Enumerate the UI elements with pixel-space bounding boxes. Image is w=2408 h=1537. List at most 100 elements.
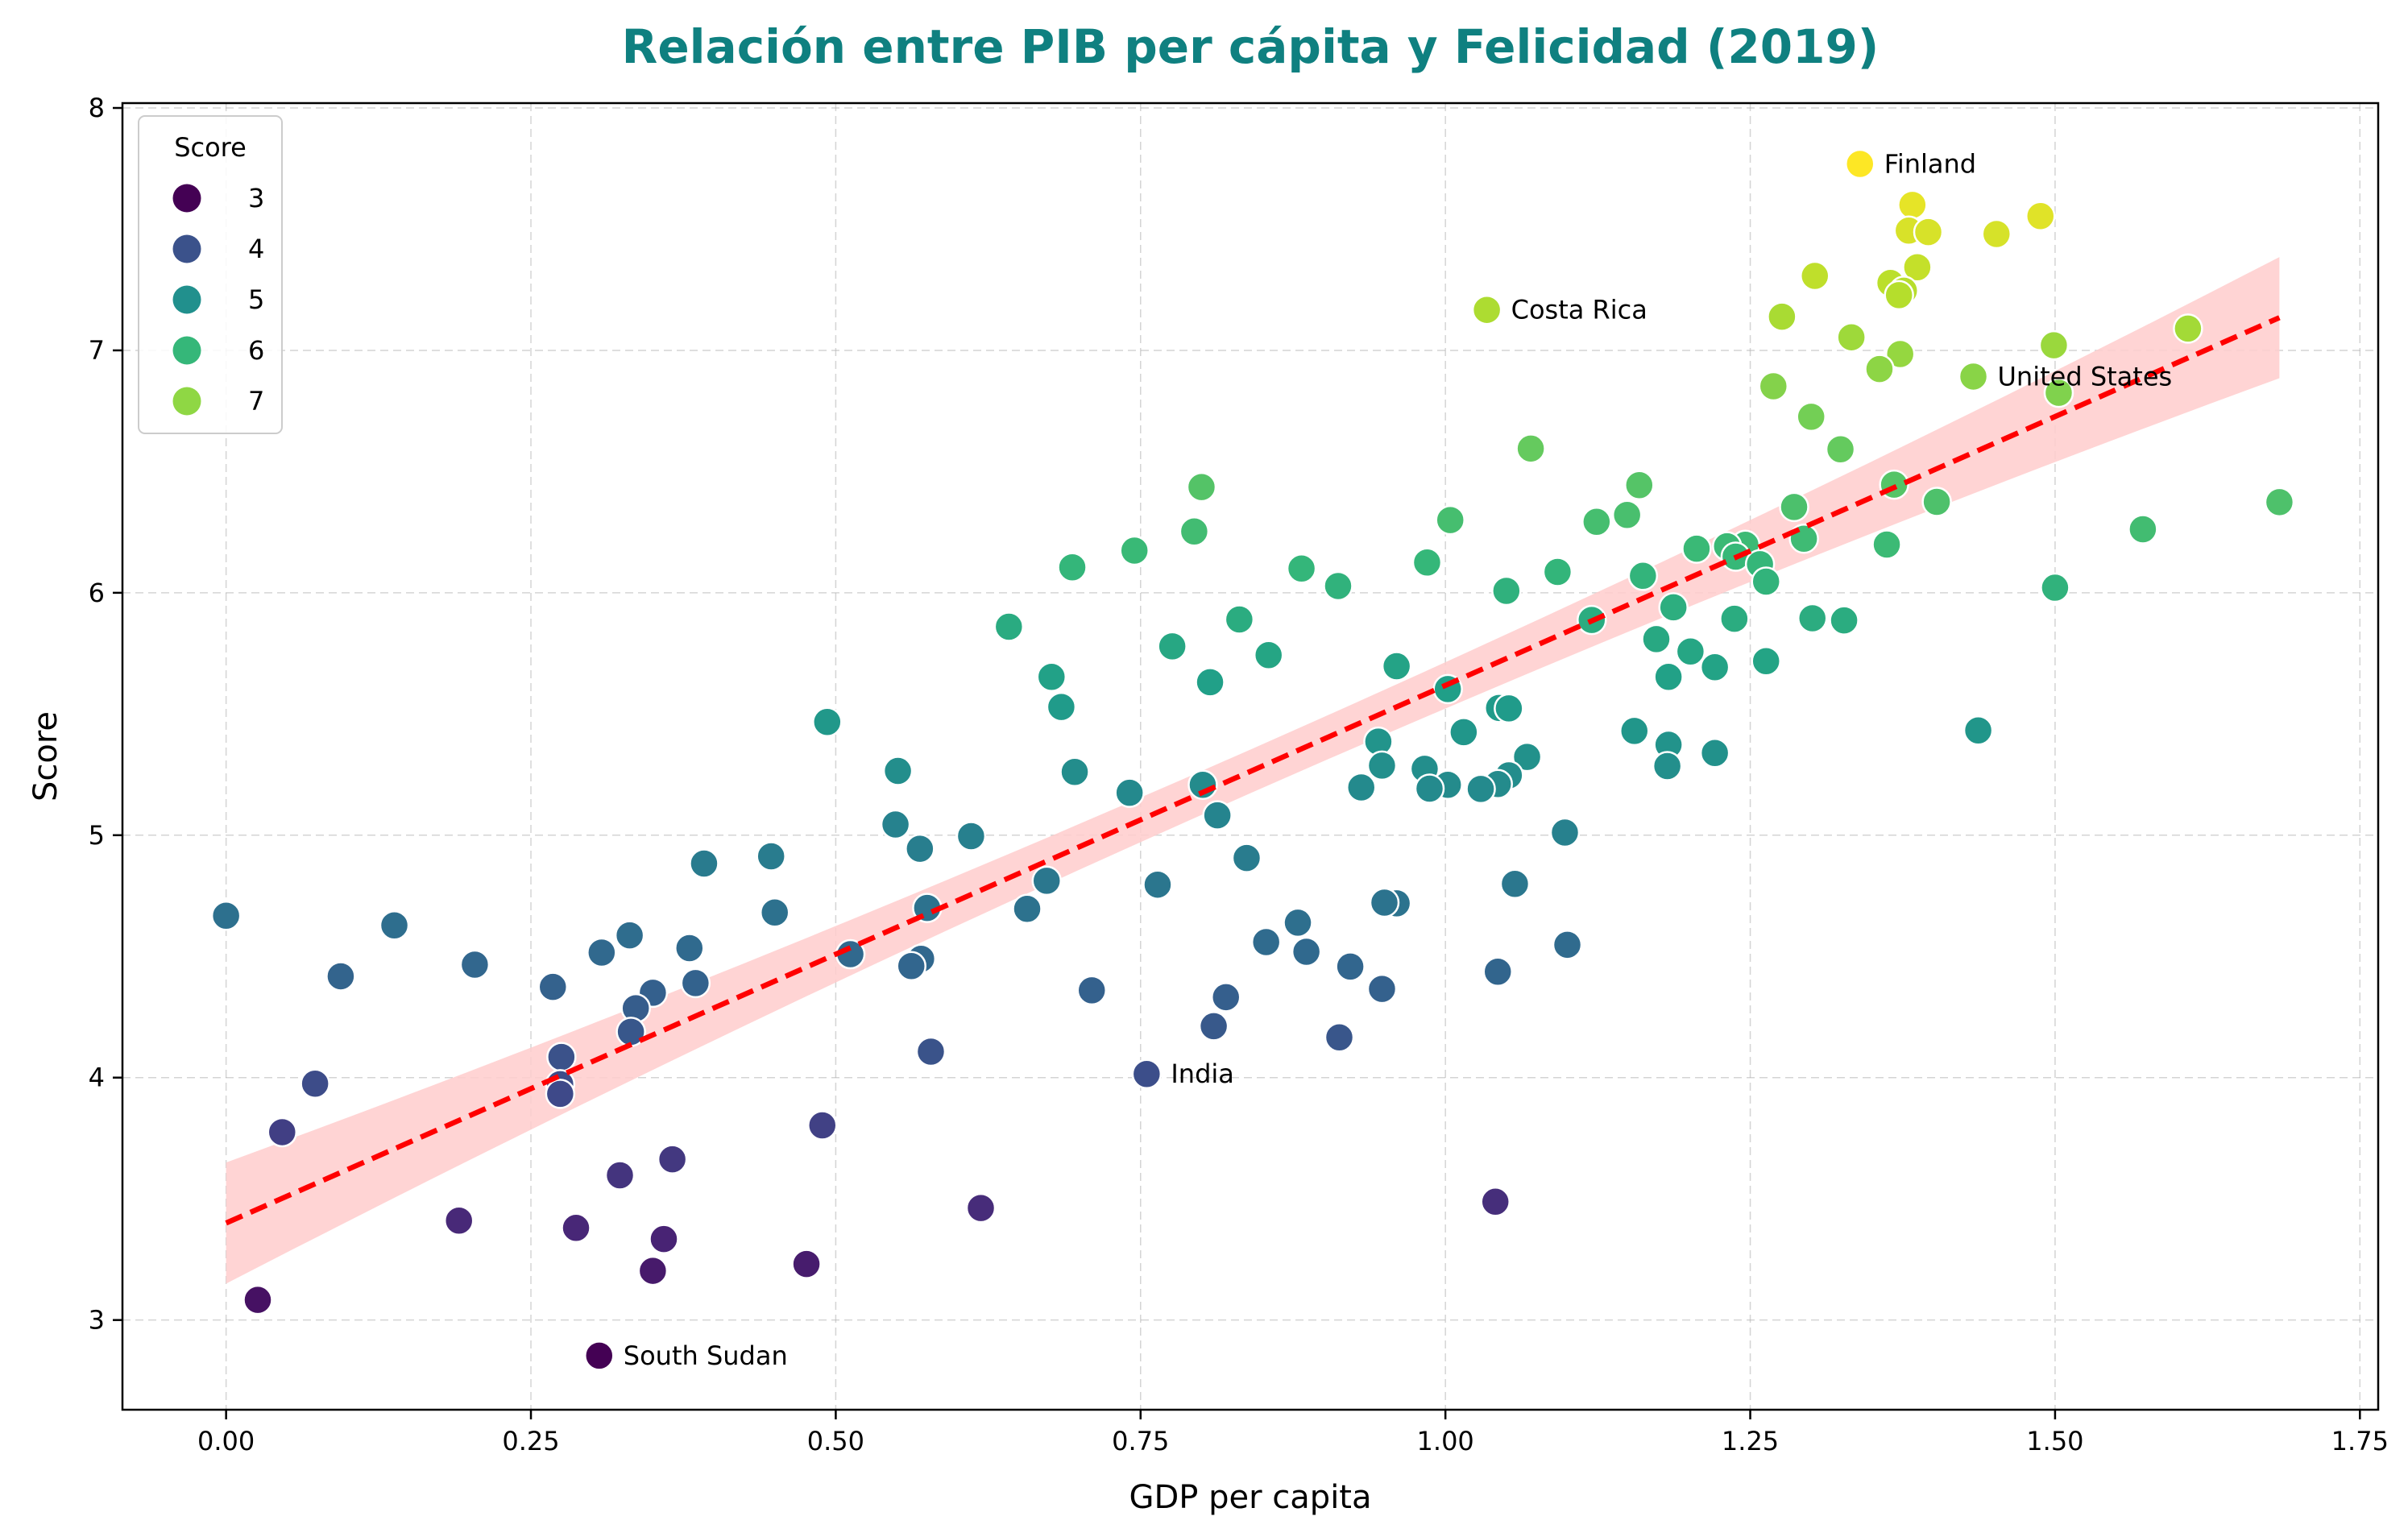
data-point [210, 900, 242, 931]
data-point [1224, 604, 1255, 635]
legend: Score 3 4 5 6 7 [138, 115, 283, 434]
data-point [1031, 865, 1062, 897]
data-point [537, 972, 569, 1002]
legend-marker [172, 387, 201, 416]
data-point [759, 897, 790, 928]
x-tick-label: 0.50 [807, 1426, 864, 1456]
data-point [1800, 260, 1830, 292]
data-point [1142, 869, 1173, 900]
data-point [1369, 887, 1400, 918]
data-point [2173, 313, 2203, 344]
x-tick-label: 1.25 [1722, 1426, 1779, 1456]
data-point [649, 1224, 679, 1254]
data-point [1884, 280, 1914, 311]
data-point [1195, 667, 1225, 698]
x-tick-label: 0.75 [1112, 1426, 1169, 1456]
data-point [1057, 552, 1088, 583]
y-tick-label: 8 [89, 93, 105, 123]
x-tick-label: 1.00 [1417, 1426, 1474, 1456]
data-point [1864, 354, 1895, 384]
data-point [1653, 661, 1684, 693]
data-point [1482, 956, 1513, 987]
data-point [1829, 605, 1859, 636]
x-tick-label: 1.50 [2026, 1426, 2083, 1456]
data-point [1323, 570, 1353, 602]
data-point [1480, 1187, 1511, 1217]
data-point [379, 909, 410, 941]
data-point [1511, 741, 1543, 773]
x-tick-label: 0.25 [502, 1426, 559, 1456]
data-point [1076, 975, 1107, 1006]
data-point [1465, 773, 1496, 805]
data-point [1897, 189, 1928, 221]
legend-label: 6 [248, 335, 264, 366]
data-point [1202, 800, 1233, 831]
data-point [2264, 487, 2295, 518]
data-point [1366, 750, 1398, 781]
data-point [1658, 592, 1689, 623]
data-point [965, 1192, 997, 1224]
data-point [756, 841, 786, 872]
y-axis-title: Score [27, 711, 64, 802]
legend-marker [172, 336, 201, 365]
data-point [2043, 377, 2074, 408]
data-point [1921, 487, 1952, 517]
data-point [1515, 433, 1546, 464]
data-point [546, 1042, 577, 1072]
regression-line-group [225, 315, 2281, 1226]
legend-marker [172, 234, 201, 263]
data-point [1611, 499, 1643, 531]
data-point [689, 848, 719, 879]
data-point [614, 920, 645, 951]
data-point [325, 961, 356, 992]
data-point [1758, 371, 1789, 402]
data-point [1324, 1022, 1355, 1053]
x-axis-title: GDP per capita [1129, 1479, 1372, 1516]
regression-line [225, 315, 2281, 1226]
legend-label: 4 [248, 234, 264, 264]
data-point [1627, 561, 1659, 591]
x-tick-label: 0.00 [197, 1426, 255, 1456]
data-point [993, 611, 1025, 642]
data-point [1291, 936, 1322, 967]
data-point [1699, 738, 1730, 768]
data-point [2040, 572, 2070, 603]
data-point [1796, 401, 1826, 433]
legend-marker [172, 184, 201, 213]
data-point [1552, 930, 1583, 960]
data-point [584, 1340, 615, 1371]
plot-frame [121, 102, 2380, 1411]
data-point [880, 809, 911, 840]
data-point [1036, 661, 1067, 693]
data-point [1345, 772, 1377, 803]
data-point [1981, 218, 2012, 250]
data-point [459, 949, 491, 980]
data-point [915, 1036, 947, 1067]
point-annotation: United States [1998, 361, 2173, 392]
data-point [1198, 1011, 1229, 1042]
data-point [1381, 651, 1412, 682]
data-point [1366, 973, 1398, 1005]
data-point [1779, 491, 1809, 523]
data-point [882, 756, 914, 786]
data-point [1913, 217, 1944, 247]
grid [122, 103, 2378, 1410]
data-point [1542, 557, 1573, 587]
data-point [1250, 926, 1282, 958]
data-point [657, 1144, 688, 1174]
data-point [1283, 907, 1313, 938]
data-point [1767, 301, 1797, 332]
data-point [1059, 756, 1090, 788]
data-point [1046, 691, 1077, 723]
data-point [561, 1212, 591, 1244]
data-points [210, 148, 2295, 1371]
legend-label: 7 [248, 386, 264, 416]
data-point [1157, 631, 1187, 662]
data-point [1624, 470, 1655, 501]
y-tick-label: 7 [89, 335, 105, 366]
data-point [1012, 893, 1042, 925]
legend-marker [172, 285, 201, 314]
y-tick-label: 4 [89, 1063, 105, 1093]
